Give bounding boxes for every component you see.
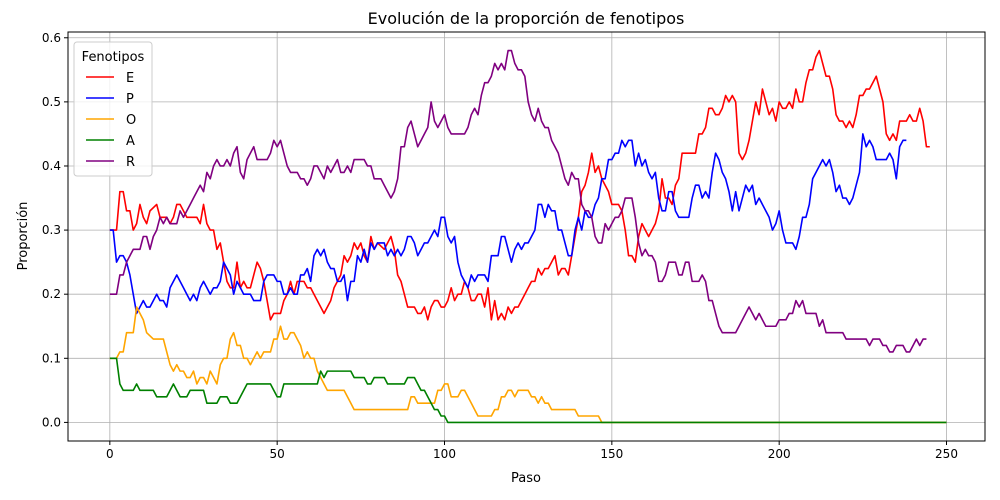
series-lines [109,49,947,424]
legend-label-r: R [126,155,135,170]
legend-label-e: E [126,71,134,86]
y-axis-label: Proporción [16,202,31,271]
x-tick-label: 150 [600,447,623,461]
series-line-e [109,49,930,321]
legend-title: Fenotipos [82,50,145,65]
legend-label-a: A [126,134,135,149]
series-line-p [109,133,907,315]
y-tick-label: 0.5 [42,95,61,109]
y-tick-label: 0.0 [42,415,61,429]
legend-label-p: P [126,92,134,107]
y-axis-ticks: 0.0 0.1 0.2 0.3 0.4 0.5 0.6 [42,31,68,429]
series-line-o [109,306,947,424]
y-tick-label: 0.1 [42,351,61,365]
x-axis-label: Paso [511,471,541,486]
x-tick-label: 100 [433,447,456,461]
x-tick-label: 0 [106,447,114,461]
legend-box [73,41,153,177]
y-tick-label: 0.3 [42,223,61,237]
chart-title: Evolución de la proporción de fenotipos [368,9,685,28]
y-tick-label: 0.4 [42,159,61,173]
x-axis-ticks: 0 50 100 150 200 250 [106,441,958,461]
legend-label-o: O [126,113,136,128]
y-tick-label: 0.2 [42,287,61,301]
y-tick-label: 0.6 [42,31,61,45]
series-line-a [109,357,947,424]
x-tick-label: 200 [768,447,791,461]
x-tick-label: 250 [935,447,958,461]
plot-area-frame [67,31,986,442]
series-line-r [109,49,927,353]
x-tick-label: 50 [270,447,285,461]
